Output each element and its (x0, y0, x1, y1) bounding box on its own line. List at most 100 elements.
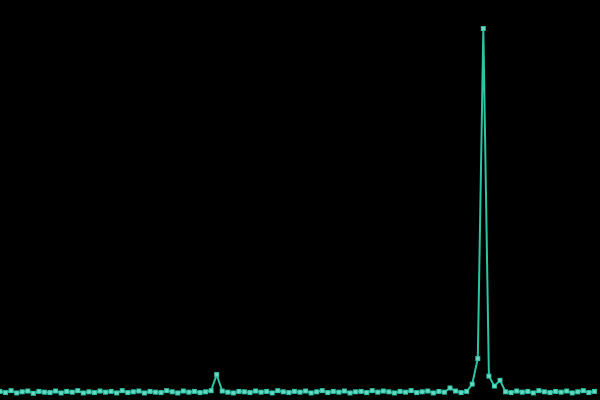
data-point-marker (36, 388, 42, 394)
data-point-marker (547, 390, 553, 396)
data-point-marker (19, 389, 25, 395)
data-point-marker (14, 390, 20, 396)
data-point-marker (169, 389, 175, 395)
data-point-marker (130, 389, 136, 395)
data-point-marker (41, 389, 47, 395)
data-point-marker (436, 388, 442, 394)
data-point-marker (230, 390, 236, 396)
data-point-marker (180, 388, 186, 394)
data-point-marker (291, 388, 297, 394)
data-point-marker (347, 390, 353, 396)
data-point-marker (269, 390, 275, 396)
data-point-marker (108, 388, 114, 394)
data-point-marker (464, 388, 470, 394)
data-point-marker (191, 388, 197, 394)
data-point-marker (391, 390, 397, 396)
data-point-marker (358, 388, 364, 394)
data-point-marker (425, 388, 431, 394)
data-point-marker (503, 389, 509, 395)
data-point-marker (508, 390, 514, 396)
data-point-marker (558, 389, 564, 395)
data-point-marker (119, 388, 125, 394)
data-point-marker (536, 388, 542, 394)
marker-layer (0, 26, 597, 396)
data-point-marker (114, 390, 120, 396)
data-point-marker (408, 388, 414, 394)
data-point-marker (280, 389, 286, 395)
data-point-marker (441, 389, 447, 395)
data-point-marker (25, 388, 31, 394)
data-point-marker (0, 388, 3, 394)
data-point-marker (97, 388, 103, 394)
data-point-marker (153, 389, 159, 395)
data-point-marker (47, 390, 53, 396)
data-point-marker (91, 390, 97, 396)
data-point-marker (430, 390, 436, 396)
data-point-marker (575, 389, 581, 395)
data-point-marker (275, 388, 281, 394)
data-point-marker (414, 390, 420, 396)
data-point-marker (80, 390, 86, 396)
data-point-marker (591, 388, 597, 394)
data-point-marker (491, 383, 497, 389)
data-point-marker (147, 388, 153, 394)
data-point-marker (580, 388, 586, 394)
data-point-marker (86, 389, 92, 395)
data-point-marker (447, 385, 453, 391)
data-point-marker (541, 389, 547, 395)
data-point-marker (125, 390, 131, 396)
data-point-marker (303, 388, 309, 394)
data-point-marker (75, 388, 81, 394)
data-point-marker (214, 372, 220, 378)
data-point-marker (586, 390, 592, 396)
data-point-marker (525, 388, 531, 394)
data-point-marker (553, 388, 559, 394)
data-point-marker (8, 388, 14, 394)
data-point-marker (530, 390, 536, 396)
data-point-marker (236, 388, 242, 394)
data-point-marker (397, 388, 403, 394)
data-point-marker (386, 389, 392, 395)
data-point-marker (203, 389, 209, 395)
data-point-marker (208, 388, 214, 394)
data-point-marker (136, 388, 142, 394)
data-point-marker (247, 390, 253, 396)
data-point-marker (569, 390, 575, 396)
data-point-marker (458, 390, 464, 396)
data-point-marker (330, 388, 336, 394)
data-point-marker (564, 388, 570, 394)
data-point-marker (519, 389, 525, 395)
data-point-marker (219, 388, 225, 394)
data-point-marker (297, 389, 303, 395)
data-point-marker (369, 388, 375, 394)
data-point-marker (480, 26, 486, 32)
data-point-marker (469, 381, 475, 387)
data-point-marker (353, 389, 359, 395)
data-point-marker (103, 389, 109, 395)
data-point-marker (314, 389, 320, 395)
data-point-marker (175, 390, 181, 396)
data-point-marker (3, 390, 9, 396)
data-point-marker (58, 390, 64, 396)
data-point-marker (286, 390, 292, 396)
data-point-marker (186, 389, 192, 395)
data-point-marker (375, 389, 381, 395)
data-point-marker (197, 390, 203, 396)
data-point-marker (64, 388, 70, 394)
data-point-marker (158, 390, 164, 396)
data-point-marker (514, 388, 520, 394)
data-point-marker (419, 389, 425, 395)
data-point-marker (225, 389, 231, 395)
data-point-marker (264, 388, 270, 394)
data-point-marker (325, 390, 331, 396)
data-point-marker (53, 388, 59, 394)
data-point-marker (336, 389, 342, 395)
data-point-marker (141, 390, 147, 396)
data-point-marker (486, 373, 492, 379)
data-point-marker (308, 390, 314, 396)
data-point-marker (253, 388, 259, 394)
data-point-marker (497, 377, 503, 383)
